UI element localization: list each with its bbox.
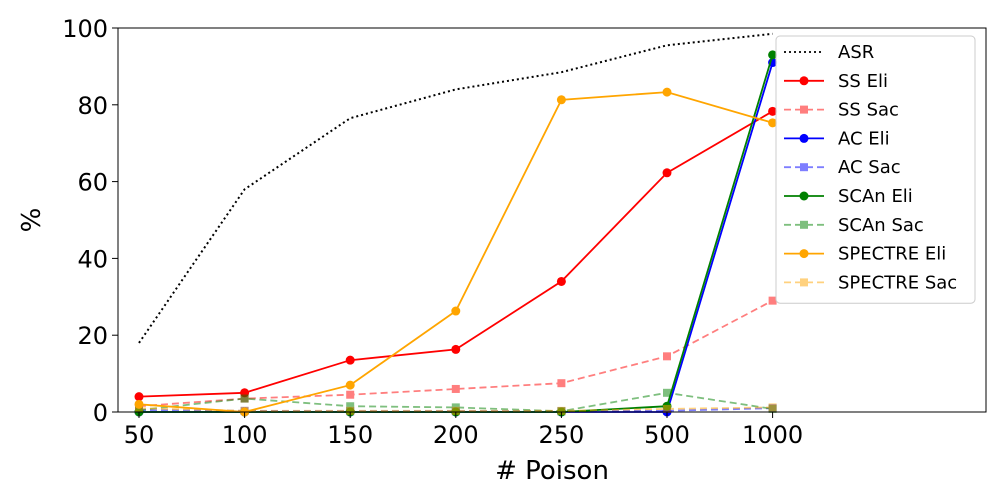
data-point xyxy=(451,344,461,354)
y-tick-label: 80 xyxy=(77,92,108,120)
legend-item-asr: ASR xyxy=(784,42,874,63)
legend-label: SCAn Sac xyxy=(838,215,924,236)
legend-item-ss-eli: SS Eli xyxy=(784,71,888,92)
legend-marker xyxy=(800,278,808,287)
legend-swatch xyxy=(784,133,824,143)
data-point xyxy=(663,404,671,413)
legend-item-scan-sac: SCAn Sac xyxy=(784,215,924,236)
data-point xyxy=(556,276,566,286)
x-tick-label: 50 xyxy=(124,421,155,449)
data-point xyxy=(135,404,143,413)
legend-marker xyxy=(800,105,808,114)
data-point xyxy=(451,384,460,393)
legend-label: ASR xyxy=(838,42,874,63)
data-point xyxy=(557,406,566,415)
y-axis: 0 20 40 60 80 100 xyxy=(62,15,118,427)
data-point xyxy=(768,106,778,116)
data-point xyxy=(346,390,355,399)
data-point xyxy=(451,306,461,316)
x-tick-label: 150 xyxy=(327,421,373,449)
x-tick-label: 100 xyxy=(222,421,268,449)
legend-swatch xyxy=(784,249,824,259)
legend-swatch xyxy=(784,76,824,86)
data-point xyxy=(662,87,672,97)
data-point xyxy=(134,392,144,402)
series-ss-eli xyxy=(134,106,778,402)
legend-marker xyxy=(799,133,809,143)
legend-swatch xyxy=(784,105,824,114)
legend-swatch xyxy=(784,191,824,201)
legend-marker xyxy=(799,249,809,259)
x-tick-label: 200 xyxy=(433,421,479,449)
legend-marker xyxy=(800,163,808,172)
legend-item-ac-sac: AC Sac xyxy=(784,157,901,178)
data-point xyxy=(768,50,778,60)
legend-label: SCAn Eli xyxy=(838,186,913,207)
legend-label: SPECTRE Eli xyxy=(838,244,946,265)
legend-marker xyxy=(799,191,809,201)
legend-item-ss-sac: SS Sac xyxy=(784,100,899,121)
x-tick-label: 250 xyxy=(538,421,584,449)
series-line-asr xyxy=(138,32,773,344)
legend-marker xyxy=(799,76,809,86)
legend-swatch xyxy=(784,220,824,229)
legend-swatch xyxy=(784,163,824,172)
data-point xyxy=(345,355,355,365)
data-point xyxy=(663,352,671,361)
data-point xyxy=(557,379,566,388)
legend-label: SPECTRE Sac xyxy=(838,272,957,293)
x-tick-label: 1000 xyxy=(742,421,803,449)
legend-item-scan-eli: SCAn Eli xyxy=(784,186,913,207)
legend-item-ac-eli: AC Eli xyxy=(784,128,890,149)
y-tick-label: 0 xyxy=(93,399,108,427)
legend-label: SS Sac xyxy=(838,100,899,121)
data-point xyxy=(345,380,355,390)
data-point xyxy=(663,388,671,397)
y-tick-label: 60 xyxy=(77,169,108,197)
legend-marker xyxy=(800,220,808,229)
data-point xyxy=(556,95,566,105)
data-point xyxy=(240,394,249,403)
legend-item-spectre-eli: SPECTRE Eli xyxy=(784,244,946,265)
series-asr xyxy=(138,32,773,344)
legend-label: AC Sac xyxy=(838,157,901,178)
y-axis-title: % xyxy=(17,208,47,233)
legend-label: AC Eli xyxy=(838,128,890,149)
y-tick-label: 100 xyxy=(62,15,108,43)
data-point xyxy=(346,406,355,415)
plot-frame xyxy=(117,27,987,413)
legend-swatch xyxy=(784,278,824,287)
x-tick-label: 500 xyxy=(644,421,690,449)
x-axis-title: # Poison xyxy=(495,456,609,486)
data-point xyxy=(451,406,460,415)
legend-label: SS Eli xyxy=(838,71,888,92)
y-tick-label: 20 xyxy=(77,322,108,350)
x-axis: 50 100 150 200 250 500 1000 xyxy=(124,412,803,449)
data-point xyxy=(768,118,778,128)
series-spectre-sac xyxy=(135,403,777,415)
data-point xyxy=(768,403,777,412)
data-point xyxy=(346,402,355,411)
legend: ASR SS Eli SS Sac AC Eli AC Sac SCAn Eli SCAn … xyxy=(775,35,976,304)
y-tick-label: 40 xyxy=(77,245,108,273)
data-point xyxy=(240,406,249,415)
legend-frame xyxy=(775,35,976,304)
legend-item-spectre-sac: SPECTRE Sac xyxy=(784,272,957,293)
data-point xyxy=(662,168,672,178)
data-point xyxy=(768,296,777,305)
